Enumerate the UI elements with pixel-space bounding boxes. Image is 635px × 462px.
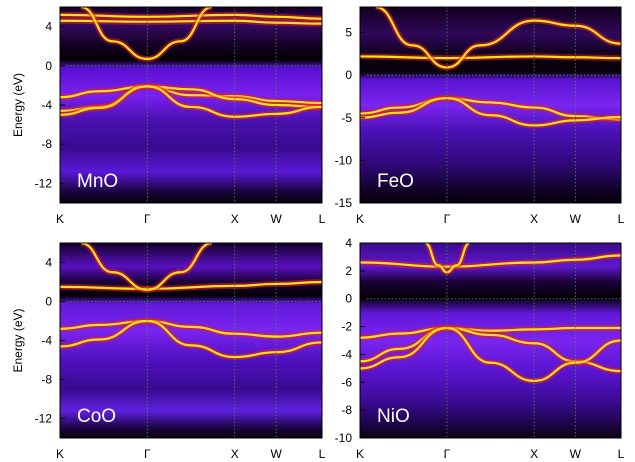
mno-xtick-label: Γ — [144, 212, 151, 226]
mno-ytick-label: 4 — [45, 20, 52, 34]
mno-band-line — [80, 7, 213, 61]
coo-ytick-label: -12 — [35, 412, 53, 426]
mno-band-line — [60, 13, 322, 20]
nio-ytick-label: -8 — [341, 403, 352, 417]
nio-ytick-label: 0 — [345, 292, 352, 306]
feo-xtick-label: K — [356, 212, 364, 226]
nio-xtick-label: Γ — [444, 447, 451, 461]
mno-yaxis-label: Energy (eV) — [11, 73, 25, 137]
coo-xtick-label: L — [319, 447, 326, 461]
coo-ytick-label: 0 — [45, 295, 52, 309]
nio-xtick-label: W — [570, 447, 582, 461]
mno-xtick-label: K — [56, 212, 64, 226]
mno-band-line — [60, 85, 322, 118]
nio-xtick-label: K — [356, 447, 364, 461]
mno-panel: 4 0 -4 -8 -12 K Γ X W L Energy (eV) MnO — [11, 6, 326, 226]
nio-ytick-label: -4 — [341, 347, 352, 361]
nio-material-label: NiO — [377, 406, 410, 427]
coo-xtick-label: Γ — [144, 447, 151, 461]
feo-ytick-label: 5 — [345, 26, 352, 40]
nio-band-line — [360, 254, 621, 268]
feo-ytick-label: -15 — [335, 196, 353, 210]
coo-ytick-label: -4 — [41, 334, 52, 348]
coo-band-line — [60, 319, 322, 338]
feo-band-line — [360, 55, 621, 60]
mno-ytick-label: 0 — [45, 59, 52, 73]
coo-material-label: CoO — [77, 406, 116, 427]
feo-frame — [359, 6, 622, 204]
mno-xtick-label: W — [270, 212, 282, 226]
mno-material-label: MnO — [77, 171, 118, 192]
coo-ytick-label: -8 — [41, 373, 52, 387]
nio-ytick-label: -6 — [341, 375, 352, 389]
feo-panel: 5 0 -5 -10 -15K Γ X W L FeO — [335, 6, 625, 226]
nio-ytick-label: -2 — [341, 320, 352, 334]
feo-ytick-label: 0 — [345, 68, 352, 82]
coo-xtick-label: K — [56, 447, 64, 461]
mno-band-line — [60, 19, 322, 25]
feo-xtick-label: Γ — [444, 212, 451, 226]
coo-yaxis-label: Energy (eV) — [11, 308, 25, 372]
coo-xtick-label: W — [270, 447, 282, 461]
nio-ytick-label: 4 — [345, 236, 352, 250]
feo-material-label: FeO — [377, 171, 414, 192]
nio-ytick-label: 2 — [345, 264, 352, 278]
coo-panel: 4 0 -4 -8 -12 K Γ X W L Energy (eV) CoO — [11, 242, 326, 461]
nio-xtick-label: L — [618, 447, 625, 461]
mno-ytick-label: -8 — [41, 137, 52, 151]
feo-ytick-label: -10 — [335, 153, 353, 167]
nio-xtick-label: X — [530, 447, 538, 461]
mno-ytick-label: -12 — [35, 176, 53, 190]
nio-heatmap-background — [360, 243, 621, 438]
coo-ytick-label: 4 — [45, 256, 52, 270]
mno-xtick-label: L — [319, 212, 326, 226]
feo-xtick-label: L — [618, 212, 625, 226]
coo-xtick-label: X — [231, 447, 239, 461]
feo-xtick-label: X — [530, 212, 538, 226]
feo-ytick-label: -5 — [341, 111, 352, 125]
nio-frame — [359, 242, 622, 439]
feo-xtick-label: W — [570, 212, 582, 226]
mno-xtick-label: X — [231, 212, 239, 226]
nio-panel: 4 2 0 -2 -4 -6 -8 -10K Γ X W L NiO — [335, 236, 625, 461]
coo-band-line — [60, 280, 322, 290]
mno-ytick-label: -4 — [41, 98, 52, 112]
nio-ytick-label: -10 — [335, 431, 353, 445]
